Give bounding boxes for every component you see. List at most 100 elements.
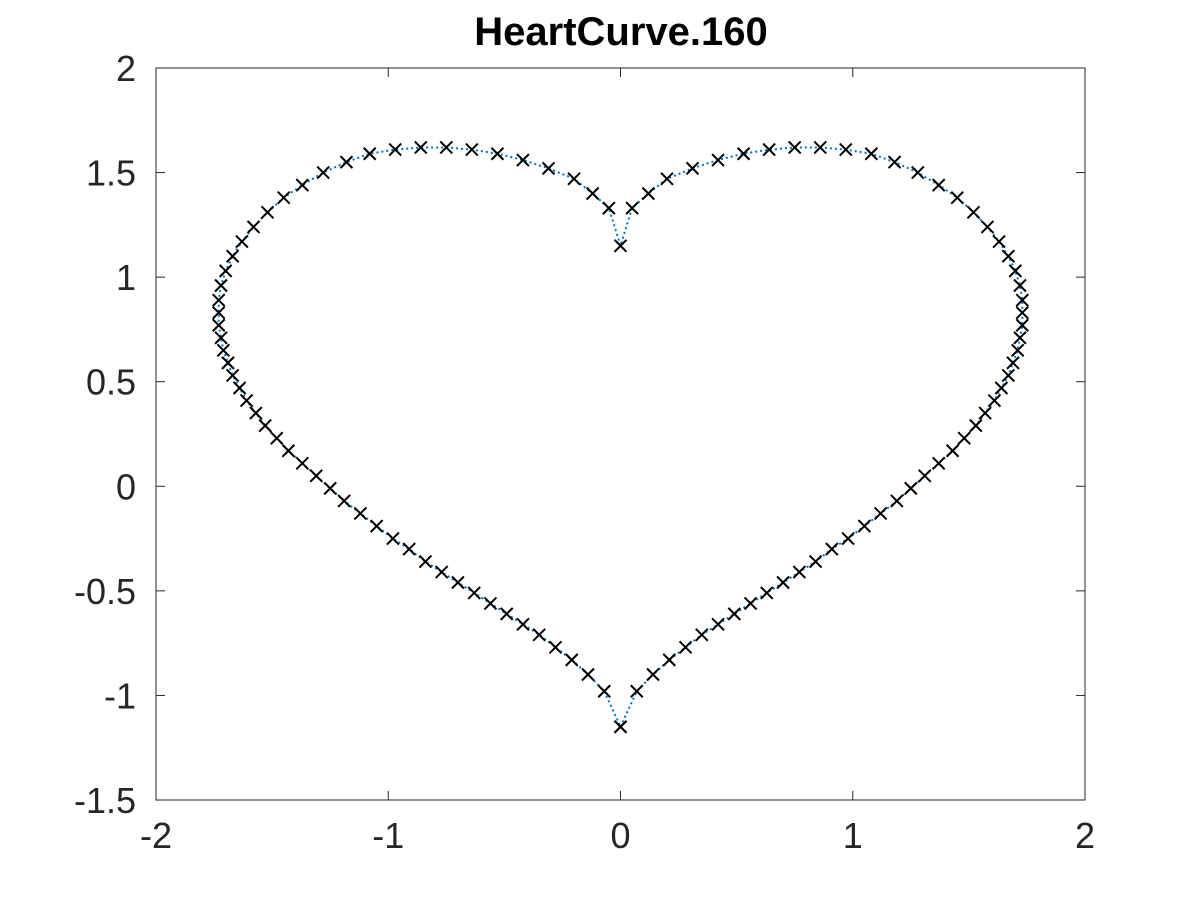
- data-point-marker: [323, 481, 337, 496]
- marker-stroke: [402, 542, 416, 556]
- marker-stroke: [516, 617, 530, 632]
- data-point-marker: [1015, 305, 1029, 320]
- marker-stroke: [548, 640, 563, 655]
- data-point-marker: [218, 264, 233, 278]
- marker-stroke: [1015, 318, 1029, 332]
- data-point-marker: [873, 506, 888, 521]
- data-point-marker: [1015, 318, 1029, 332]
- data-point-marker: [541, 161, 556, 176]
- marker-stroke: [762, 142, 776, 157]
- marker-stroke: [216, 343, 231, 358]
- marker-stroke: [630, 684, 644, 698]
- axes: -2 -1 0 1 2 -1.5 -1 -0.5 0 0.5 1 1.5 2: [74, 48, 1095, 856]
- data-point-marker: [451, 575, 465, 590]
- marker-stroke: [281, 444, 296, 458]
- data-point-marker: [225, 249, 240, 263]
- marker-stroke: [339, 155, 354, 169]
- marker-stroke: [585, 186, 600, 201]
- y-tick-label: 1.5: [86, 153, 136, 194]
- data-point-marker: [516, 617, 530, 632]
- data-point-marker: [516, 153, 530, 167]
- marker-stroke: [369, 519, 384, 533]
- data-point-marker: [212, 305, 226, 320]
- data-point-marker: [630, 684, 644, 698]
- data-point-marker: [678, 640, 693, 655]
- data-point-marker: [969, 418, 983, 433]
- marker-stroke: [857, 519, 872, 533]
- y-tick-label: -1: [104, 675, 136, 716]
- marker-stroke: [1010, 343, 1025, 358]
- data-point-marker: [309, 469, 323, 483]
- marker-stroke: [1015, 293, 1029, 307]
- marker-stroke: [980, 220, 995, 234]
- data-point-marker: [980, 220, 995, 234]
- data-point-marker: [353, 506, 368, 521]
- chart-title: HeartCurve.160: [474, 10, 768, 54]
- marker-stroke: [597, 684, 611, 698]
- marker-stroke: [388, 142, 402, 157]
- marker-stroke: [323, 481, 337, 496]
- marker-stroke: [465, 142, 479, 157]
- marker-stroke: [483, 596, 498, 611]
- marker-stroke: [969, 418, 983, 433]
- data-point-marker: [402, 542, 416, 556]
- marker-stroke: [499, 607, 514, 621]
- marker-stroke: [685, 161, 700, 176]
- marker-stroke: [613, 239, 628, 253]
- marker-stroke: [221, 356, 235, 370]
- data-point-marker: [646, 667, 660, 682]
- x-tick-label: 0: [610, 815, 630, 856]
- marker-stroke: [660, 172, 674, 186]
- data-point-marker: [270, 431, 284, 445]
- data-point-marker: [295, 456, 310, 470]
- marker-stroke: [743, 596, 758, 611]
- data-point-marker: [787, 140, 802, 155]
- marker-stroke: [1013, 278, 1027, 293]
- data-point-marker: [776, 575, 790, 590]
- data-point-marker: [613, 720, 628, 734]
- marker-stroke: [316, 165, 330, 180]
- data-point-marker: [1013, 331, 1027, 345]
- data-point-marker: [957, 431, 971, 445]
- data-point-marker: [911, 165, 925, 180]
- marker-stroke: [225, 249, 240, 263]
- marker-stroke: [864, 147, 879, 161]
- data-point-marker: [339, 155, 354, 169]
- data-point-marker: [212, 293, 226, 307]
- marker-stroke: [418, 554, 433, 569]
- marker-stroke: [678, 640, 693, 655]
- y-tick-label: -1.5: [74, 780, 136, 821]
- marker-stroke: [581, 667, 595, 682]
- marker-stroke: [337, 494, 351, 508]
- data-point-marker: [232, 381, 247, 395]
- marker-stroke: [931, 456, 946, 470]
- marker-stroke: [1015, 305, 1029, 320]
- marker-stroke: [839, 142, 853, 157]
- data-point-marker: [1001, 368, 1016, 383]
- marker-stroke: [214, 331, 228, 345]
- marker-stroke: [602, 201, 616, 215]
- data-point-marker: [490, 147, 505, 161]
- data-point-marker: [214, 331, 228, 345]
- data-point-marker: [362, 147, 377, 161]
- marker-stroke: [1001, 368, 1016, 383]
- y-tick-label: 1: [116, 257, 136, 298]
- marker-stroke: [904, 481, 918, 496]
- marker-stroke: [890, 494, 904, 508]
- data-point-marker: [258, 418, 272, 433]
- data-point-marker: [662, 653, 676, 667]
- marker-stroke: [695, 628, 709, 642]
- data-point-marker: [212, 318, 226, 332]
- marker-stroke: [212, 318, 226, 332]
- data-point-marker: [1013, 278, 1027, 293]
- marker-stroke: [218, 264, 233, 278]
- data-point-marker: [214, 278, 228, 293]
- marker-stroke: [258, 418, 272, 433]
- marker-stroke: [414, 140, 428, 155]
- data-point-marker: [695, 628, 709, 642]
- data-point-marker: [660, 172, 674, 186]
- data-point-marker: [613, 239, 628, 253]
- data-point-marker: [239, 393, 254, 408]
- data-point-marker: [887, 155, 902, 169]
